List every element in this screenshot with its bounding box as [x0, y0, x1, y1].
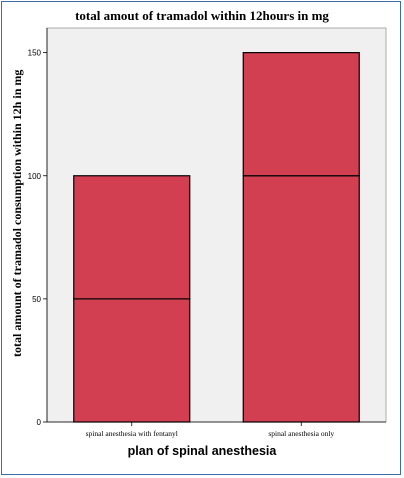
bar-segment-1-0	[242, 175, 360, 423]
bar-segment-0-0	[73, 298, 191, 423]
x-axis-label: plan of spinal anesthesia	[127, 444, 277, 458]
y-tick-label-1: 50	[32, 295, 41, 304]
y-tick-label-3: 150	[28, 49, 42, 58]
bar-segment-0-1	[73, 175, 191, 300]
chart-title: total amout of tramadol within 12hours i…	[75, 8, 329, 23]
y-tick-label-0: 0	[37, 418, 42, 427]
x-tick-label-1: spinal anesthesia only	[268, 429, 334, 438]
bar-segment-1-1	[242, 52, 360, 177]
x-tick-label-0: spinal anesthesia with fentanyl	[86, 429, 178, 438]
y-tick-label-2: 100	[28, 172, 42, 181]
